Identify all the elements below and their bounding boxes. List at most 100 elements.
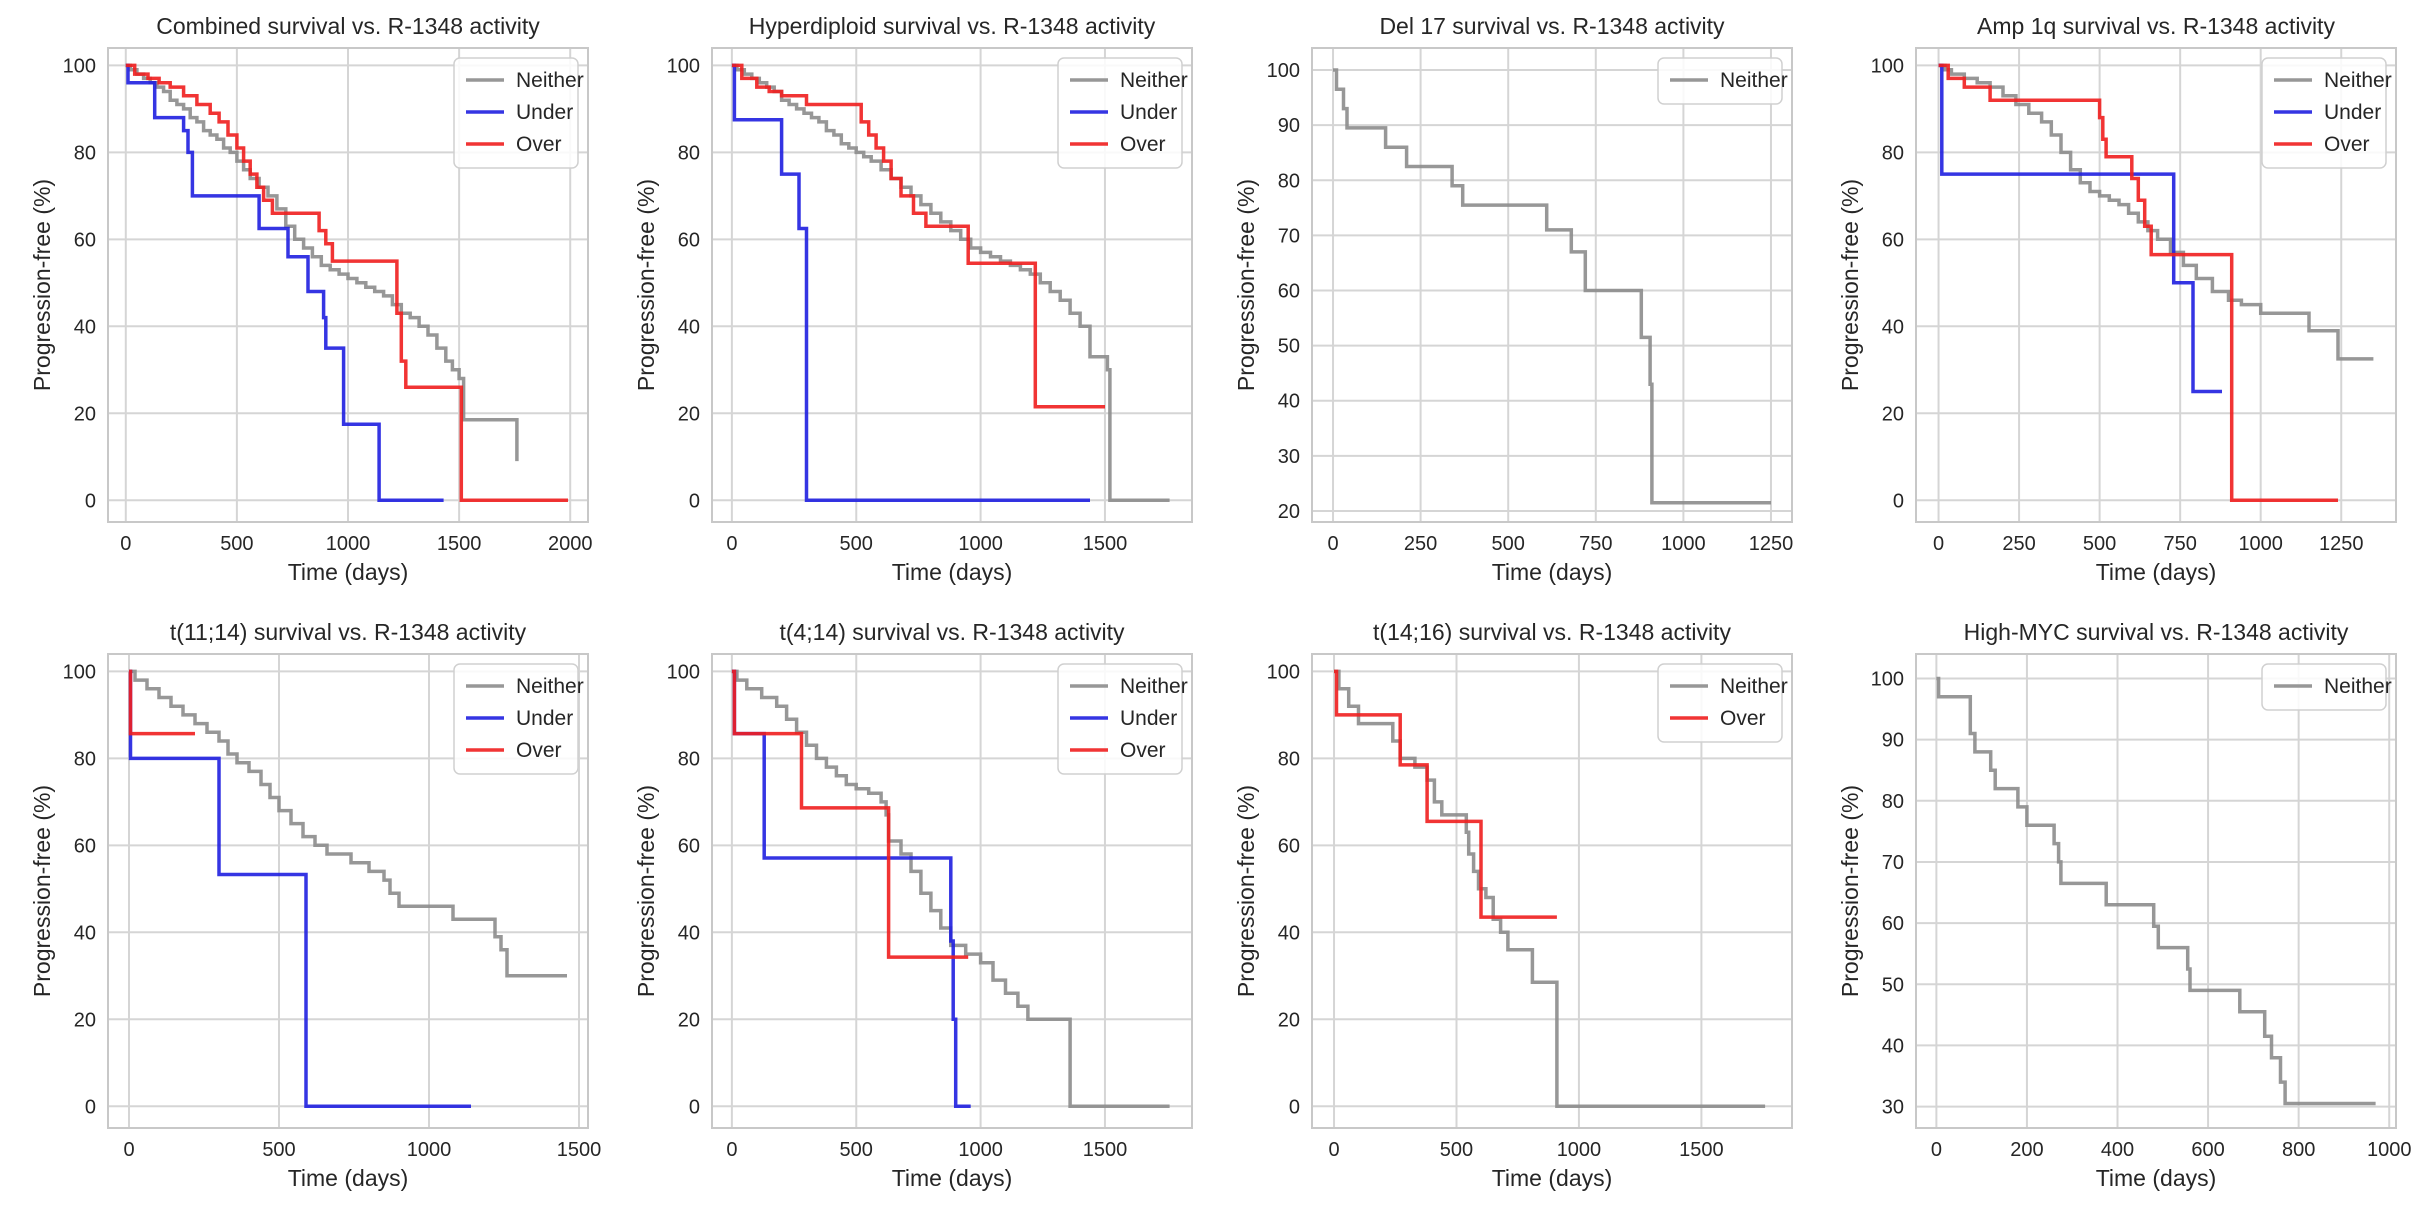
chart-title: t(11;14) survival vs. R-1348 activity [170,619,527,645]
series-line-neither [1938,63,2374,361]
series-line-neither [1333,68,1771,505]
x-tick-label: 250 [2002,533,2035,555]
y-tick-label: 20 [678,403,700,425]
legend-label-neither: Neither [1720,69,1788,92]
legend-label-over: Over [1720,707,1766,730]
y-tick-label: 100 [1267,60,1300,82]
y-tick-label: 80 [678,142,700,164]
y-tick-label: 40 [1278,922,1300,944]
series-line-over [128,669,195,736]
x-axis-label: Time (days) [892,1165,1013,1191]
y-tick-label: 40 [678,922,700,944]
x-tick-label: 750 [1579,533,1612,555]
legend-box [453,57,579,169]
legend: Neither [1657,57,1788,105]
chart-title: High-MYC survival vs. R-1348 activity [1964,619,2349,645]
x-axis-label: Time (days) [2096,1165,2217,1191]
y-axis-label: Progression-free (%) [1233,785,1259,997]
y-tick-label: 70 [1882,852,1904,874]
legend-label-under: Under [516,707,573,730]
x-tick-label: 1500 [1083,1139,1128,1161]
y-tick-label: 40 [1882,1035,1904,1057]
y-tick-label: 0 [1289,1096,1300,1118]
y-tick-label: 0 [689,490,700,512]
legend: Neither [2261,663,2392,711]
x-tick-label: 800 [2282,1139,2315,1161]
subplot-4: 0 250 500 750 1000 1250 0 20 40 60 80 100 Amp 1q sur… [1837,13,2397,585]
x-tick-label: 1250 [2319,533,2364,555]
y-axis-label: Progression-free (%) [633,179,659,391]
legend-label-under: Under [2324,101,2381,124]
legend-label-neither: Neither [2324,675,2392,698]
legend-label-neither: Neither [516,69,584,92]
x-tick-label: 1000 [1661,533,1706,555]
y-tick-label: 40 [1278,391,1300,413]
legend-box [1057,663,1183,775]
y-tick-label: 80 [1882,791,1904,813]
y-tick-label: 60 [1278,835,1300,857]
x-tick-label: 1500 [557,1139,602,1161]
x-tick-label: 1500 [1083,533,1128,555]
legend-label-neither: Neither [1720,675,1788,698]
y-tick-label: 60 [678,835,700,857]
y-tick-label: 30 [1882,1097,1904,1119]
y-tick-label: 80 [74,748,96,770]
x-tick-label: 1000 [2238,533,2283,555]
series-line-neither [1334,669,1766,1109]
y-tick-label: 100 [63,661,96,683]
y-tick-label: 0 [689,1096,700,1118]
series-line-over [125,63,568,503]
axes-frame [711,47,1193,523]
y-tick-label: 80 [1882,142,1904,164]
legend-label-neither: Neither [516,675,584,698]
series-line-over [731,63,1105,409]
y-axis-label: Progression-free (%) [633,785,659,997]
x-tick-label: 1000 [958,1139,1003,1161]
series-line-neither [1936,676,2376,1106]
axes-frame [711,653,1193,1129]
x-tick-label: 400 [2101,1139,2134,1161]
x-tick-label: 1000 [407,1139,452,1161]
x-tick-label: 1250 [1749,533,1794,555]
x-tick-label: 0 [123,1139,134,1161]
y-tick-label: 40 [678,316,700,338]
axes-frame [1915,47,2397,523]
x-tick-label: 2000 [548,533,593,555]
y-tick-label: 40 [74,922,96,944]
legend-label-under: Under [1120,101,1177,124]
legend-label-over: Over [516,739,562,762]
chart-title: t(14;16) survival vs. R-1348 activity [1373,619,1731,645]
axes-frame [1311,653,1793,1129]
legend: Neither Under Over [2261,57,2392,169]
legend: Neither Over [1657,663,1788,743]
y-tick-label: 60 [678,229,700,251]
series-line-neither [125,63,519,462]
x-tick-label: 250 [1404,533,1437,555]
subplot-5: 0 500 1000 1500 0 20 40 60 80 100 t(11;14) surviva… [29,619,601,1191]
y-tick-label: 20 [74,1009,96,1031]
subplot-1: 0 500 1000 1500 2000 0 20 40 60 80 100 Combined sur… [29,13,592,585]
x-tick-label: 0 [1327,533,1338,555]
chart-title: Amp 1q survival vs. R-1348 activity [1977,13,2335,39]
y-tick-label: 80 [678,748,700,770]
x-tick-label: 0 [1933,533,1944,555]
y-tick-label: 60 [1278,281,1300,303]
legend-box [1657,663,1783,743]
legend-label-over: Over [2324,133,2370,156]
x-tick-label: 1000 [1557,1139,1602,1161]
legend: Neither Under Over [1057,663,1188,775]
x-tick-label: 500 [1492,533,1525,555]
axes-frame [1311,47,1793,523]
series-line-under [731,669,971,1109]
series-line-under [1938,63,2222,394]
series-line-over [1938,63,2338,503]
x-tick-label: 0 [726,533,737,555]
y-axis-label: Progression-free (%) [1837,179,1863,391]
axes-frame [107,47,589,523]
legend-label-neither: Neither [2324,69,2392,92]
y-tick-label: 70 [1278,225,1300,247]
subplot-7: 0 500 1000 1500 0 20 40 60 80 100 t(14;16) surviva… [1233,619,1793,1191]
x-axis-label: Time (days) [2096,559,2217,585]
x-tick-label: 500 [840,1139,873,1161]
